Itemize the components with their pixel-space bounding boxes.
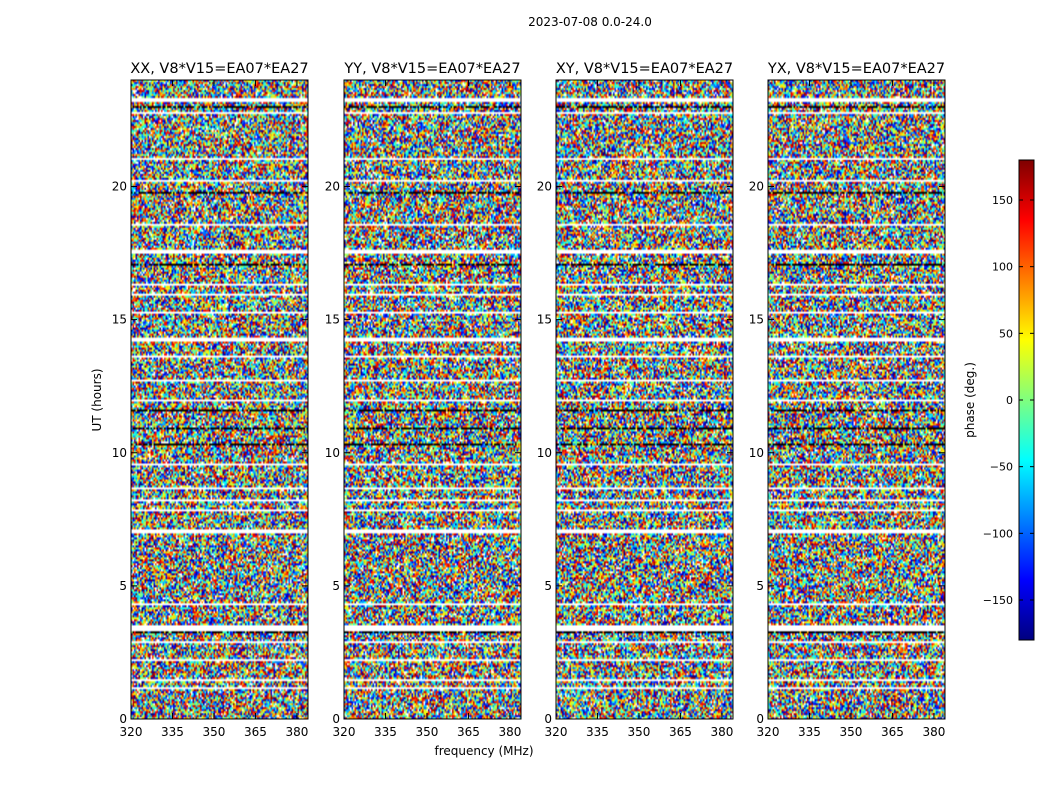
panel-frame (343, 79, 522, 720)
x-tick-label: 380 (285, 725, 308, 739)
colorbar-tick-label: 150 (992, 194, 1013, 207)
panel-0: XX, V8*V15=EA07*EA27 320 335 350 365 380 0 5 10 1… (112, 61, 309, 739)
colorbar: 150 100 50 0 −50 −100 −150 (983, 159, 1035, 641)
y-tick-label: 20 (325, 180, 340, 194)
colorbar-tick-label: −150 (983, 594, 1013, 607)
colorbar-label: phase (deg.) (963, 362, 977, 438)
x-tick-label: 335 (586, 725, 609, 739)
y-tick-label: 10 (325, 446, 340, 460)
phase-heatmap-2 (556, 80, 733, 719)
y-tick-label: 5 (756, 579, 764, 593)
y-tick-label: 5 (119, 579, 127, 593)
x-tick-label: 335 (161, 725, 184, 739)
y-tick-label: 0 (119, 712, 127, 726)
y-tick-label: 15 (325, 313, 340, 327)
x-tick-label: 320 (333, 725, 356, 739)
y-tick-label: 10 (112, 446, 127, 460)
panel-frame (130, 79, 309, 720)
panel-title: XY, V8*V15=EA07*EA27 (556, 61, 733, 77)
x-tick-label: 380 (710, 725, 733, 739)
y-tick-label: 20 (112, 180, 127, 194)
y-tick-label: 10 (749, 446, 764, 460)
y-axis-label: UT (hours) (90, 368, 104, 431)
y-tick-label: 0 (544, 712, 552, 726)
colorbar-tick-label: 50 (999, 327, 1013, 340)
x-tick-label: 365 (457, 725, 480, 739)
x-tick-label: 320 (757, 725, 780, 739)
panel-3: YX, V8*V15=EA07*EA27 320 335 350 365 380 0 5 10 1… (749, 61, 946, 739)
y-tick-label: 15 (749, 313, 764, 327)
panel-frame (555, 79, 734, 720)
colorbar-tick-label: 100 (992, 261, 1013, 274)
x-tick-label: 350 (840, 725, 863, 739)
y-tick-label: 15 (537, 313, 552, 327)
panel-title: XX, V8*V15=EA07*EA27 (130, 61, 308, 77)
colorbar-tick-label: −50 (990, 461, 1013, 474)
x-tick-label: 350 (416, 725, 439, 739)
x-tick-label: 320 (545, 725, 568, 739)
y-tick-label: 20 (749, 180, 764, 194)
x-tick-label: 365 (881, 725, 904, 739)
x-axis-label: frequency (MHz) (434, 744, 533, 758)
y-tick-label: 5 (332, 579, 340, 593)
x-tick-label: 365 (244, 725, 267, 739)
panel-title: YX, V8*V15=EA07*EA27 (767, 61, 945, 77)
panel-2: XY, V8*V15=EA07*EA27 320 335 350 365 380 0 5 10 1… (537, 61, 734, 739)
y-tick-label: 10 (537, 446, 552, 460)
phase-heatmap-0 (131, 80, 308, 719)
x-tick-label: 350 (203, 725, 226, 739)
phase-heatmap-3 (768, 80, 945, 719)
y-tick-label: 15 (112, 313, 127, 327)
phase-heatmap-1 (344, 80, 521, 719)
x-tick-label: 365 (669, 725, 692, 739)
colorbar-tick-label: −100 (983, 527, 1013, 540)
x-tick-label: 350 (628, 725, 651, 739)
panel-title: YY, V8*V15=EA07*EA27 (343, 61, 520, 77)
x-tick-label: 320 (120, 725, 143, 739)
y-tick-label: 0 (756, 712, 764, 726)
figure-title: 2023-07-08 0.0-24.0 (528, 15, 652, 29)
x-tick-label: 335 (374, 725, 397, 739)
y-tick-label: 5 (544, 579, 552, 593)
panel-frame (767, 79, 946, 720)
panel-1: YY, V8*V15=EA07*EA27 320 335 350 365 380 0 5 10 1… (325, 61, 522, 739)
panels: XX, V8*V15=EA07*EA27 320 335 350 365 380 0 5 10 1… (112, 61, 946, 739)
x-tick-label: 380 (498, 725, 521, 739)
x-tick-label: 335 (798, 725, 821, 739)
colorbar-tick-label: 0 (1006, 394, 1013, 407)
x-tick-label: 380 (922, 725, 945, 739)
y-tick-label: 20 (537, 180, 552, 194)
y-tick-label: 0 (332, 712, 340, 726)
